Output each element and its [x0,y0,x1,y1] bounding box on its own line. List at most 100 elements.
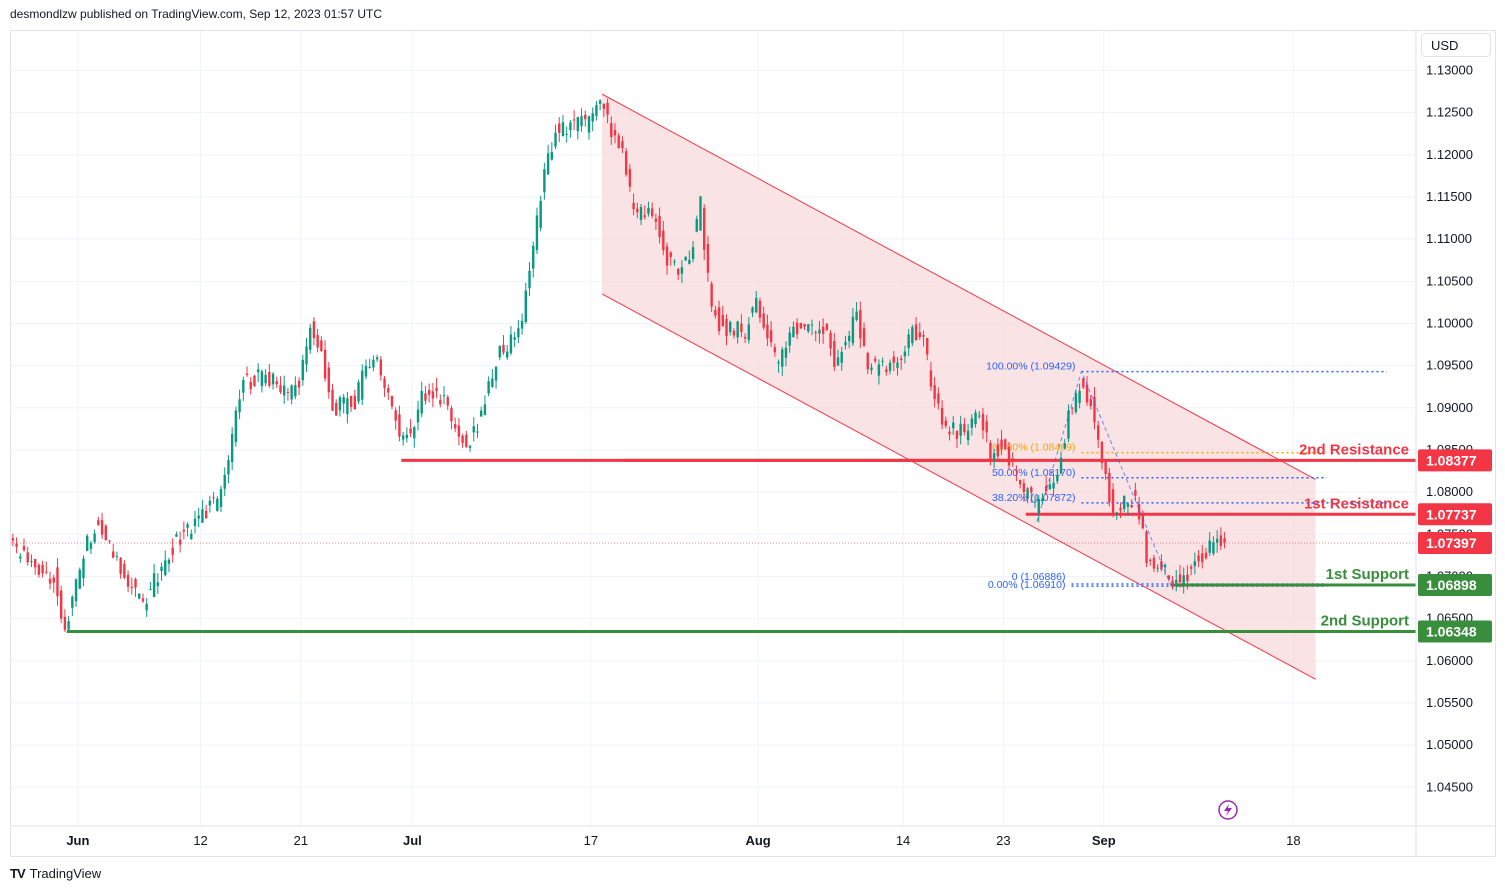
candle-body [1123,495,1126,509]
candle-body [264,374,267,384]
candle-body [427,390,431,395]
candle-body [1215,538,1219,543]
candle-body [126,574,130,587]
candle-body [167,559,171,564]
candle-body [1212,542,1215,554]
candle-body [453,424,457,429]
candle-body [160,566,163,572]
candle-body [1223,538,1226,543]
candle-body [610,123,613,138]
candle-body [37,564,41,575]
price-tag-support: 1.06348 [1418,620,1492,643]
candle-body [93,533,96,543]
candle-body [628,169,632,187]
candle-body [1130,505,1133,508]
candle-body [721,314,724,326]
candle-body [100,519,104,535]
candle-body [22,546,26,551]
candle-body [1048,484,1052,489]
candle-body [249,381,252,389]
candle-body [729,322,732,333]
candle-body [877,364,881,376]
candle-body [71,596,74,608]
candle-body [1208,540,1211,553]
candle-body [164,560,167,576]
candle-body [543,169,546,193]
candle-body [591,113,594,122]
price-tag-text: 1.07397 [1426,535,1477,551]
candle-body [922,335,925,337]
price-chart[interactable]: 100.00% (1.09429) 61.80% (1.08469) 50.00% … [11,31,1495,856]
candle-body [1182,575,1185,584]
candle-body [914,324,918,340]
candle-body [911,327,914,344]
candle-body [405,434,409,439]
candle-body [695,219,698,232]
fib-level-label: 38.20% (1.07872) [992,492,1075,504]
channel-upper-line [601,93,1316,480]
price-tag-current: 1.07397 [1418,531,1492,554]
candle-body [710,283,713,307]
lightning-icon [1218,800,1238,820]
candle-body [751,307,754,313]
tradingview-wordmark: TradingView [29,866,102,881]
candle-body [940,408,944,425]
candle-body [1085,384,1089,403]
candle-body [216,498,219,511]
chart-frame[interactable]: 100.00% (1.09429) 61.80% (1.08469) 50.00% … [10,30,1496,857]
candle-body [134,579,137,588]
candle-body [193,518,197,527]
candle-body [424,393,427,401]
price-axis: 1.13000 1.12500 1.12000 1.11500 1.11000 1.105… [1418,63,1492,794]
candle-body [781,349,784,367]
candle-body [1149,559,1152,561]
candle-body [375,357,379,360]
candle-body [784,347,788,358]
candle-body [383,378,386,388]
candle-body [799,323,803,329]
price-tick-label: 1.13000 [1426,63,1473,78]
candle-body [182,529,186,532]
candle-body [550,152,554,160]
candle-body [394,410,397,421]
price-tag-text: 1.06348 [1426,623,1477,639]
candle-body [190,533,193,540]
candle-body [476,431,479,433]
time-tick-label: 12 [193,833,207,848]
candle-body [398,414,401,437]
candle-body [1018,479,1022,485]
candle-body [1026,488,1029,499]
price-tag-resistance: 1.08377 [1418,449,1492,472]
candle-body [680,267,684,274]
candle-body [1104,460,1107,474]
candle-body [576,117,580,132]
candle-body [48,579,52,584]
candle-body [807,324,810,332]
price-tag-bg [1418,503,1492,526]
level-name-label: 2nd Support [1321,612,1409,629]
candle-body [465,434,468,447]
candle-body [33,558,37,568]
price-tag-text: 1.07737 [1426,506,1477,522]
candle-body [1078,390,1081,403]
price-tick-label: 1.11500 [1426,189,1472,204]
candle-body [825,323,829,330]
candle-body [1163,564,1167,568]
candle-body [546,153,550,175]
candle-body [1204,552,1208,559]
candle-body [1152,557,1156,569]
candle-body [617,135,620,149]
candle-body [431,391,435,399]
candle-body [390,395,394,407]
candle-body [19,556,22,559]
candle-body [156,582,160,587]
candle-body [271,373,275,385]
time-tick-label: 14 [896,833,910,848]
candle-body [212,497,215,499]
candle-body [944,420,948,427]
currency-selector-button[interactable]: USD [1421,33,1491,57]
candle-body [602,103,606,109]
candle-body [736,321,739,338]
candle-body [260,371,264,387]
candle-body [907,334,910,349]
